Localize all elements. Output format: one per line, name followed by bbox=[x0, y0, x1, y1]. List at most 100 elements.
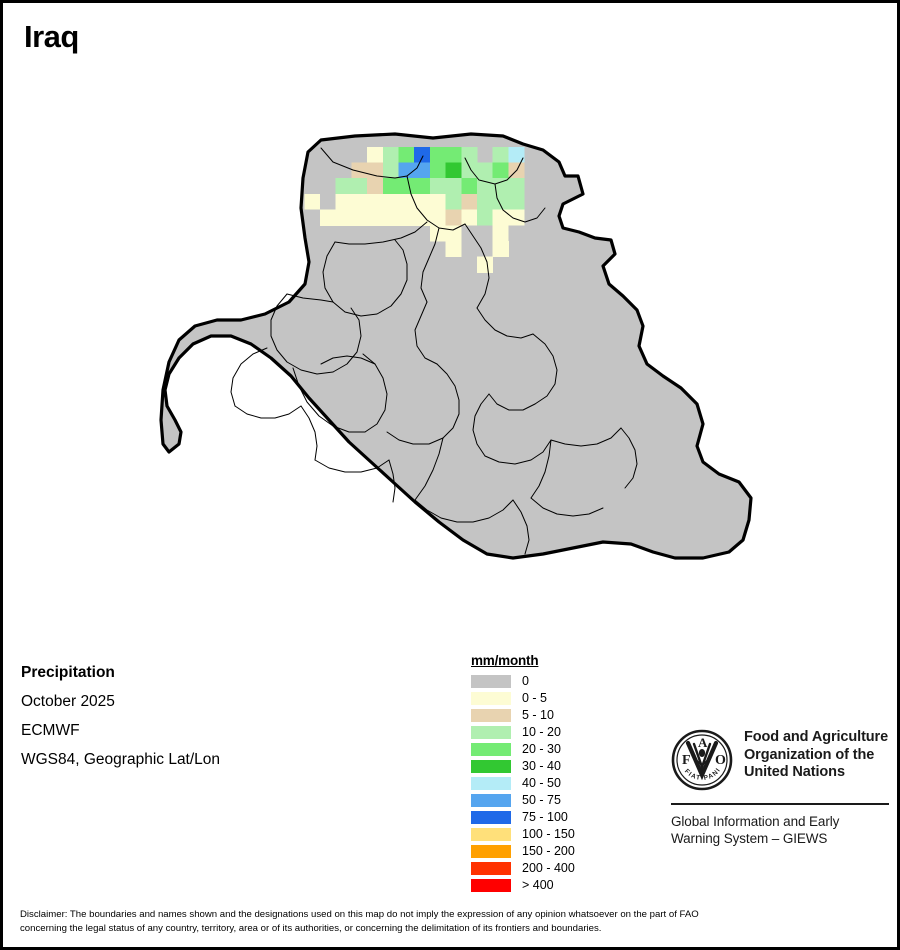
raster-cell bbox=[492, 178, 509, 195]
legend-label: 5 - 10 bbox=[522, 708, 554, 723]
legend-row: 50 - 75 bbox=[471, 792, 621, 809]
raster-cell bbox=[492, 209, 509, 226]
raster-cell bbox=[492, 193, 509, 211]
legend-row: 40 - 50 bbox=[471, 775, 621, 792]
raster-cell bbox=[445, 209, 462, 226]
legend-swatch bbox=[471, 760, 511, 773]
fao-org-line-2: Organization of the bbox=[744, 746, 875, 763]
raster-cell bbox=[492, 241, 509, 258]
raster-cell bbox=[335, 209, 352, 226]
raster-cell bbox=[382, 193, 399, 211]
giews-system-name: Global Information and Early Warning Sys… bbox=[671, 813, 889, 847]
raster-cell bbox=[445, 193, 462, 211]
raster-cell bbox=[367, 178, 384, 195]
fao-emblem-icon: F A O FIAT PANIS bbox=[668, 724, 733, 796]
legend-row: 5 - 10 bbox=[471, 707, 621, 724]
raster-cell bbox=[320, 209, 337, 226]
legend-label: 50 - 75 bbox=[522, 793, 561, 808]
precipitation-raster-layer bbox=[161, 134, 751, 558]
raster-cell bbox=[429, 178, 447, 195]
raster-cell bbox=[382, 162, 399, 179]
raster-cell bbox=[445, 162, 462, 179]
raster-cell bbox=[414, 178, 431, 195]
raster-cell bbox=[445, 241, 462, 258]
raster-cell bbox=[508, 193, 525, 211]
legend-swatch bbox=[471, 794, 511, 807]
map-figure bbox=[3, 58, 897, 628]
legend-label: 20 - 30 bbox=[522, 742, 561, 757]
raster-cell bbox=[367, 193, 384, 211]
raster-cell bbox=[461, 162, 478, 179]
info-period: October 2025 bbox=[21, 693, 115, 710]
raster-cell bbox=[429, 146, 447, 163]
map-legend: mm/month 0 0 - 5 5 - 10 10 - 20 20 - 30 30 - … bbox=[471, 653, 621, 894]
raster-cell bbox=[382, 209, 399, 226]
raster-cell bbox=[508, 209, 525, 226]
raster-cell bbox=[351, 162, 368, 179]
fao-divider bbox=[671, 803, 889, 805]
legend-row: 30 - 40 bbox=[471, 758, 621, 775]
legend-title: mm/month bbox=[471, 653, 539, 668]
raster-cell bbox=[477, 209, 494, 226]
raster-cell bbox=[429, 209, 447, 226]
raster-cell bbox=[508, 146, 525, 163]
legend-row: 20 - 30 bbox=[471, 741, 621, 758]
raster-cell bbox=[461, 209, 478, 226]
raster-cell bbox=[492, 146, 509, 163]
raster-cell bbox=[382, 178, 399, 195]
raster-cell bbox=[461, 146, 478, 163]
raster-cell bbox=[320, 193, 337, 211]
legend-row: > 400 bbox=[471, 877, 621, 894]
disclaimer-line-2: concerning the legal status of any count… bbox=[20, 922, 602, 934]
raster-cell bbox=[477, 225, 494, 242]
raster-cell bbox=[398, 209, 415, 226]
raster-cell bbox=[508, 178, 525, 195]
disclaimer: Disclaimer: The boundaries and names sho… bbox=[20, 908, 880, 935]
svg-text:A: A bbox=[698, 735, 708, 750]
legend-label: 150 - 200 bbox=[522, 844, 575, 859]
raster-cell bbox=[351, 178, 368, 195]
raster-cell bbox=[367, 209, 384, 226]
raster-cell bbox=[414, 193, 431, 211]
legend-swatch bbox=[471, 811, 511, 824]
raster-cell bbox=[477, 193, 494, 211]
raster-cell bbox=[445, 178, 462, 195]
disclaimer-line-1: Disclaimer: The boundaries and names sho… bbox=[20, 909, 699, 920]
country-boundary-layer bbox=[159, 132, 753, 560]
raster-cell bbox=[414, 209, 431, 226]
fao-organization-name: Food and Agriculture Organization of the… bbox=[744, 729, 888, 782]
legend-row: 10 - 20 bbox=[471, 724, 621, 741]
legend-label: 40 - 50 bbox=[522, 776, 561, 791]
legend-label: 100 - 150 bbox=[522, 827, 575, 842]
page-title: Iraq bbox=[24, 19, 79, 54]
raster-cell bbox=[508, 225, 525, 242]
raster-cell bbox=[492, 225, 509, 242]
raster-cell bbox=[492, 162, 509, 179]
fao-org-line-3: United Nations bbox=[744, 764, 845, 780]
legend-swatch bbox=[471, 675, 511, 688]
raster-cell bbox=[461, 193, 478, 211]
legend-label: 0 bbox=[522, 674, 529, 689]
legend-swatch bbox=[471, 692, 511, 705]
legend-swatch bbox=[471, 777, 511, 790]
svg-text:F: F bbox=[682, 753, 691, 768]
iraq-precipitation-map[interactable] bbox=[3, 58, 897, 628]
info-variable: Precipitation bbox=[21, 664, 115, 681]
raster-cell bbox=[304, 209, 321, 226]
map-info-block: Precipitation October 2025 ECMWF WGS84, … bbox=[21, 658, 351, 774]
legend-label: > 400 bbox=[522, 878, 554, 893]
raster-cell bbox=[477, 162, 494, 179]
giews-line-2: Warning System – GIEWS bbox=[671, 831, 828, 846]
legend-row: 150 - 200 bbox=[471, 843, 621, 860]
raster-cell bbox=[414, 162, 431, 179]
legend-swatch bbox=[471, 862, 511, 875]
raster-cell bbox=[382, 146, 399, 163]
fao-org-line-1: Food and Agriculture bbox=[744, 729, 889, 745]
raster-cell bbox=[335, 193, 352, 211]
legend-swatch bbox=[471, 845, 511, 858]
legend-swatch bbox=[471, 828, 511, 841]
raster-cell bbox=[477, 256, 494, 273]
svg-text:O: O bbox=[715, 753, 726, 768]
raster-cell bbox=[429, 162, 447, 179]
